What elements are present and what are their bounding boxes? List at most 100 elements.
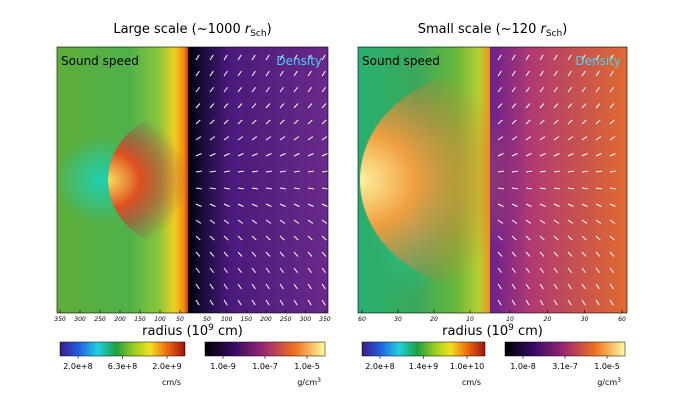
flow-arrow: [223, 187, 231, 190]
flow-arrow: [279, 170, 287, 173]
map-frame: [357, 46, 628, 314]
flow-arrow: [539, 170, 547, 173]
flow-arrow: [497, 251, 503, 257]
flow-arrow: [209, 187, 217, 190]
label-end: cm): [514, 324, 543, 339]
flow-arrow: [595, 136, 602, 141]
title-text: Large scale (~1000: [113, 22, 245, 37]
flow-arrow: [609, 54, 614, 61]
colorbar: [59, 341, 186, 357]
flow-arrow: [511, 86, 517, 93]
flow-arrow: [497, 170, 505, 173]
flow-arrow: [595, 251, 601, 257]
flow-arrow: [525, 170, 533, 173]
flow-arrow: [567, 70, 572, 77]
title-end: ): [562, 22, 567, 37]
colorbar-unit: g/cm3: [297, 377, 321, 387]
flow-arrow: [581, 54, 586, 61]
flow-arrow: [609, 235, 615, 241]
title-end: ): [267, 22, 272, 37]
flow-arrow: [511, 283, 516, 290]
flow-arrow: [553, 170, 561, 173]
x-axis-label: radius (109 cm): [442, 323, 543, 339]
flow-arrow: [279, 103, 285, 109]
flow-arrow: [567, 86, 573, 93]
flow-arrow: [321, 203, 328, 207]
flow-arrow: [307, 187, 315, 190]
flow-arrow: [553, 153, 560, 157]
flow-arrow: [567, 103, 573, 109]
flow-arrow: [237, 299, 242, 306]
flow-arrow: [223, 119, 229, 125]
flow-arrow: [195, 136, 202, 141]
flow-arrow: [195, 187, 203, 190]
flow-arrow: [307, 136, 314, 141]
flow-arrow: [237, 203, 244, 207]
flow-arrow: [321, 136, 328, 141]
flow-arrow: [223, 103, 229, 109]
flow-arrow: [251, 299, 256, 306]
x-tick-label: 50: [203, 316, 211, 323]
flow-arrow: [609, 119, 615, 125]
flow-arrow: [609, 187, 617, 190]
colorbar-tick-label: 2.0e+8: [365, 362, 394, 371]
flow-arrow: [223, 86, 229, 93]
flow-arrow: [279, 251, 285, 257]
flow-arrow: [237, 70, 242, 77]
flow-arrow: [307, 251, 313, 257]
colorbar-unit: cm/s: [162, 378, 181, 387]
flow-arrow: [279, 203, 286, 207]
flow-arrow: [321, 119, 327, 125]
flow-arrow: [209, 136, 216, 141]
label-text: radius (10: [442, 324, 508, 339]
flow-arrow: [525, 70, 530, 77]
flow-arrow: [307, 70, 312, 77]
flow-arrow: [525, 219, 532, 224]
flow-arrow: [293, 251, 299, 257]
flow-arrow: [279, 235, 285, 241]
flow-arrow: [195, 203, 202, 207]
flow-arrow: [293, 219, 300, 224]
panel-title: Small scale (~120 rSch): [418, 22, 568, 39]
flow-arrow: [209, 283, 214, 290]
flow-arrow: [497, 103, 503, 109]
flow-arrow: [321, 235, 327, 241]
flow-arrow: [553, 103, 559, 109]
flow-arrow: [525, 235, 531, 241]
flow-arrow: [525, 136, 532, 141]
flow-arrow: [251, 54, 256, 61]
map-label: Density: [575, 54, 621, 68]
flow-arrow: [595, 153, 602, 157]
label-end: cm): [214, 324, 243, 339]
flow-arrow: [279, 70, 284, 77]
flow-arrow: [237, 251, 243, 257]
flow-arrow: [279, 153, 286, 157]
flow-arrow: [251, 86, 257, 93]
flow-arrow: [567, 119, 573, 125]
flow-arrow: [581, 103, 587, 109]
flow-arrow: [567, 54, 572, 61]
flow-arrow: [209, 119, 215, 125]
flow-arrow: [279, 299, 284, 306]
colorbar: [504, 341, 626, 357]
x-tick-label: 200: [114, 316, 126, 323]
map-feature: [108, 110, 268, 250]
flow-arrow: [209, 219, 216, 224]
x-tick-label: 250: [280, 316, 292, 323]
unit-text: g/cm: [597, 378, 617, 387]
map-frame: [56, 46, 329, 314]
flow-arrow: [265, 103, 271, 109]
flow-arrow: [293, 283, 298, 290]
flow-arrow: [581, 235, 587, 241]
colorbar-tick-label: 1.0e-5: [294, 362, 320, 371]
flow-arrow: [307, 103, 313, 109]
flow-arrow: [223, 235, 229, 241]
flow-arrow: [553, 283, 558, 290]
flow-arrow: [195, 219, 202, 224]
flow-arrow: [525, 119, 531, 125]
flow-arrow: [209, 235, 215, 241]
flow-arrow: [279, 136, 286, 141]
flow-arrow: [251, 103, 257, 109]
flow-arrow: [511, 299, 516, 306]
flow-arrow: [595, 219, 602, 224]
